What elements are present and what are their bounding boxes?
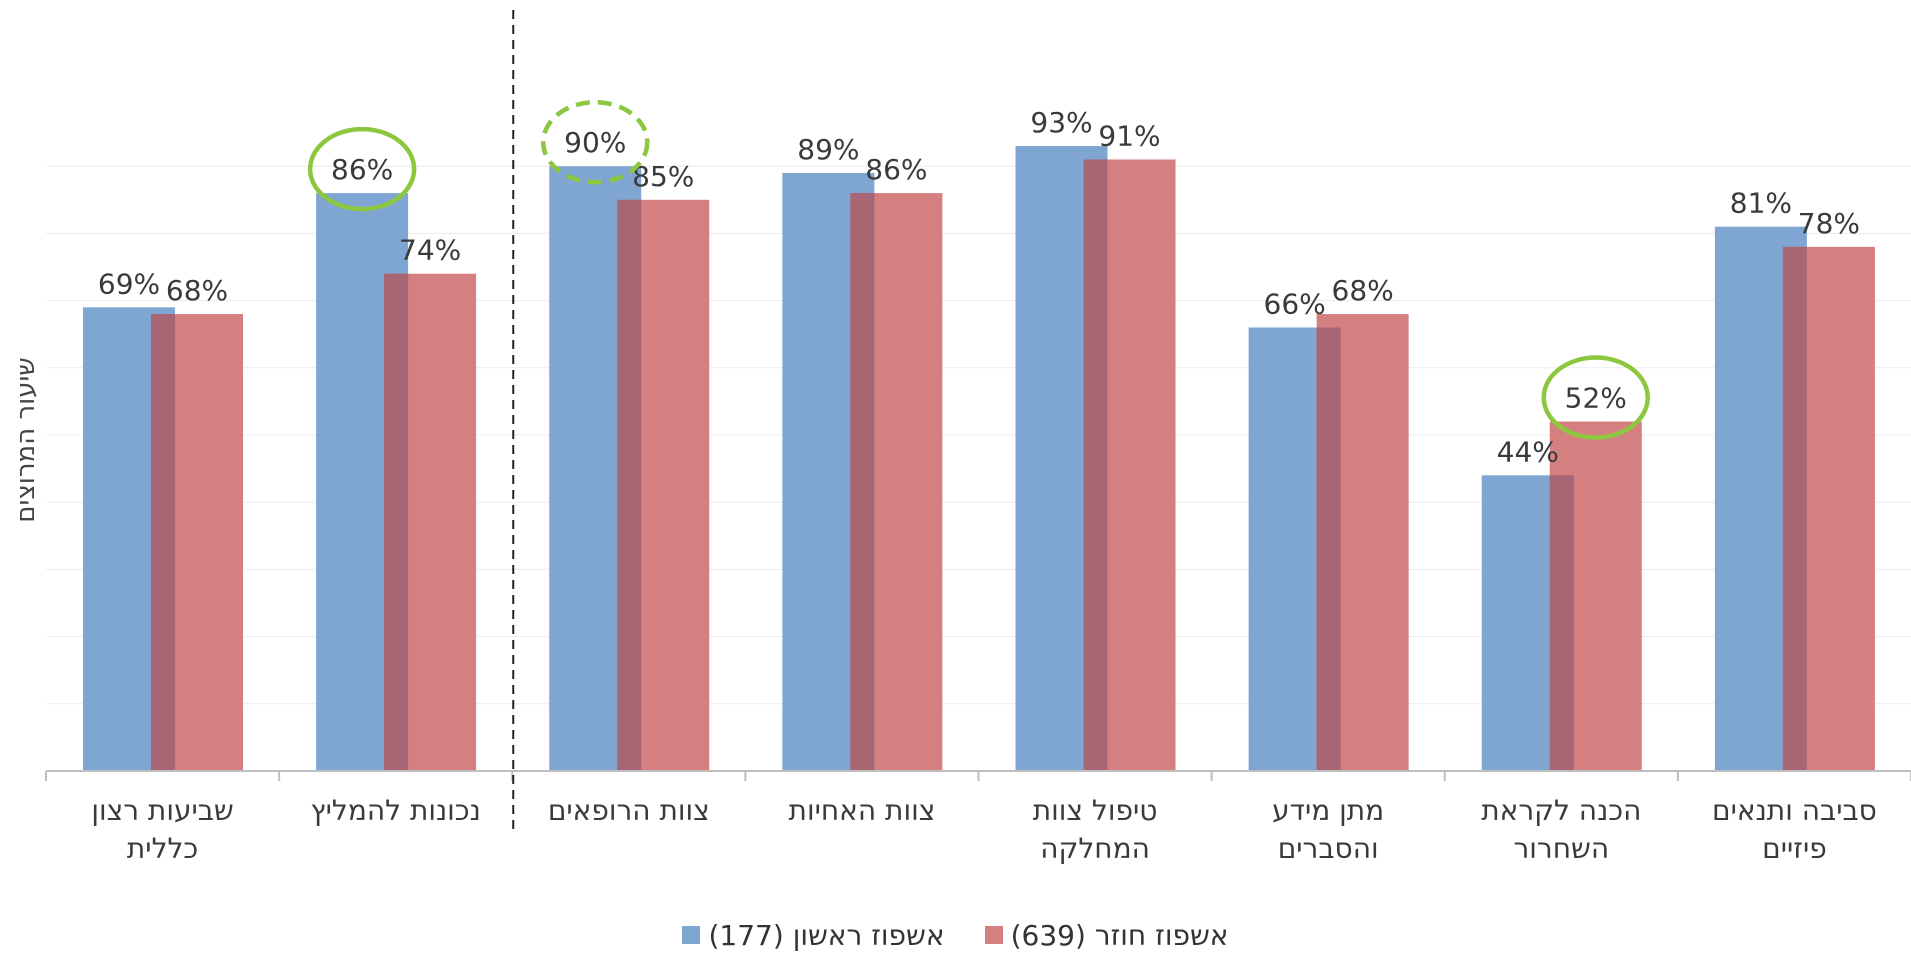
legend-label-series-1: אשפוז ראשון (177): [708, 918, 945, 952]
bar-overlap-c3: [617, 199, 642, 772]
x-tick-label-5: טיפול צוות המחלקה: [1033, 794, 1158, 865]
bar-overlap-c4: [850, 193, 875, 771]
data-label-s1-c3: 90%: [564, 126, 626, 159]
legend-item-series-2: אשפוז חוזר (639): [984, 918, 1229, 952]
data-label-s1-c2: 86%: [331, 153, 393, 186]
data-label-s2-c6: 68%: [1332, 274, 1394, 307]
x-tick-label-6: מתן מידע והסברים: [1272, 794, 1384, 865]
x-tick-label-3: צוות הרופאים: [548, 794, 710, 827]
data-label-s1-c1: 69%: [98, 267, 160, 300]
x-tick-label-8: סביבה ותנאים פיזיים: [1712, 794, 1877, 865]
x-tick-label-line: צוות הרופאים: [548, 794, 710, 827]
x-tick-label-line: כללית: [127, 832, 198, 865]
legend: אשפוז ראשון (177) אשפוז חוזר (639): [0, 918, 1911, 952]
x-tick-label-line: סביבה ותנאים: [1712, 794, 1877, 827]
data-label-s1-c7: 44%: [1497, 435, 1559, 468]
x-tick-label-line: נכונות להמליץ: [311, 794, 481, 827]
x-tick-label-4: צוות האחיות: [789, 794, 936, 827]
x-tick-label-line: צוות האחיות: [789, 794, 936, 827]
x-tick-label-line: השחרור: [1513, 832, 1609, 865]
data-label-s1-c6: 66%: [1264, 287, 1326, 320]
x-tick-label-line: שביעות רצון: [91, 794, 233, 827]
y-axis-title: שיעור המרוצים: [11, 357, 41, 522]
bar-overlap-c8: [1782, 246, 1807, 772]
x-tick-label-line: והסברים: [1278, 832, 1379, 865]
data-label-s2-c1: 68%: [166, 274, 228, 307]
data-label-s2-c3: 85%: [632, 160, 694, 193]
x-tick-label-line: מתן מידע: [1272, 794, 1384, 827]
x-tick-label-line: המחלקה: [1040, 832, 1150, 865]
bar-overlap-c1: [151, 314, 175, 771]
legend-item-series-1: אשפוז ראשון (177): [682, 918, 945, 952]
x-tick-label-line: טיפול צוות: [1033, 794, 1158, 827]
x-tick-label-1: שביעות רצון כללית: [91, 794, 233, 865]
data-label-s1-c4: 89%: [797, 133, 859, 166]
legend-swatch-series-1: [682, 926, 701, 944]
data-label-s2-c2: 74%: [399, 234, 461, 267]
data-label-s2-c4: 86%: [865, 153, 927, 186]
bar-overlap-c2: [384, 273, 409, 771]
x-tick-label-line: פיזיים: [1762, 832, 1827, 865]
data-label-s2-c8: 78%: [1798, 207, 1860, 240]
x-tick-label-line: הכנה לקראת: [1481, 794, 1641, 827]
data-label-s1-c5: 93%: [1030, 106, 1092, 139]
legend-swatch-series-2: [984, 926, 1003, 944]
data-label-s2-c5: 91%: [1098, 119, 1160, 152]
x-tick-label-2: נכונות להמליץ: [311, 794, 481, 827]
bar-overlap-c7: [1549, 475, 1574, 771]
x-tick-label-7: הכנה לקראת השחרור: [1481, 794, 1641, 865]
data-label-s2-c7: 52%: [1565, 382, 1627, 415]
data-label-s1-c8: 81%: [1730, 187, 1792, 220]
highlight-circle-3: [1541, 355, 1650, 440]
bar-overlap-c5: [1083, 159, 1108, 772]
legend-label-series-2: אשפוז חוזר (639): [1010, 918, 1229, 952]
highlight-circle-1: [307, 126, 417, 212]
bar-overlap-c6: [1316, 327, 1341, 771]
highlight-circle-2: [541, 99, 650, 185]
